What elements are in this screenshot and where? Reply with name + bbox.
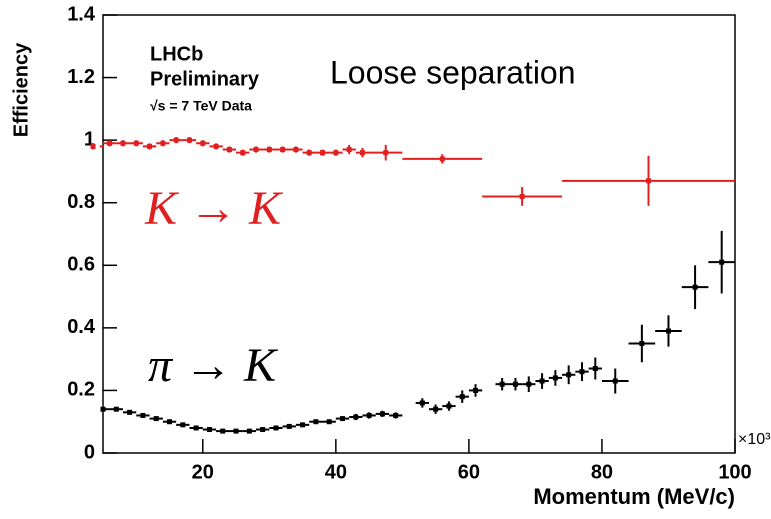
point: [552, 375, 558, 381]
point: [273, 425, 279, 431]
point: [173, 137, 179, 143]
point: [127, 409, 133, 415]
point: [90, 143, 96, 149]
y-tick-label: 1.2: [67, 66, 95, 88]
point: [186, 137, 192, 143]
point: [133, 140, 139, 146]
point: [512, 381, 518, 387]
point: [253, 147, 259, 153]
series-label: K → K: [144, 182, 284, 235]
x-tick-label: 100: [718, 461, 751, 483]
x-axis-label: Momentum (MeV/c): [533, 484, 735, 509]
point: [339, 416, 345, 422]
point: [419, 400, 425, 406]
point: [220, 428, 226, 434]
point: [107, 140, 113, 146]
point: [499, 381, 505, 387]
point: [320, 150, 326, 156]
point: [446, 403, 452, 409]
point: [286, 423, 292, 429]
point: [206, 427, 212, 433]
y-tick-label: 0: [84, 441, 95, 463]
chart-title: Loose separation: [330, 54, 576, 90]
point: [366, 412, 372, 418]
point: [359, 150, 365, 156]
y-tick-label: 0.2: [67, 379, 95, 401]
point: [193, 425, 199, 431]
point: [646, 178, 652, 184]
point: [346, 147, 352, 153]
point: [240, 150, 246, 156]
point: [393, 412, 399, 418]
point: [167, 419, 173, 425]
point: [266, 147, 272, 153]
experiment-label: LHCb: [150, 43, 203, 65]
y-tick-label: 1.4: [67, 3, 96, 25]
x-tick-label: 60: [458, 461, 480, 483]
point: [313, 419, 319, 425]
point: [439, 156, 445, 162]
series-label: π → K: [148, 339, 279, 392]
point: [579, 369, 585, 375]
x-tick-label: 80: [591, 461, 613, 483]
y-tick-label: 1: [84, 128, 95, 150]
y-axis-label: Efficiency: [10, 42, 32, 137]
preliminary-label: Preliminary: [150, 68, 260, 90]
point: [692, 284, 698, 290]
point: [147, 143, 153, 149]
point: [353, 414, 359, 420]
point: [379, 411, 385, 417]
point: [433, 406, 439, 412]
x-tick-label: 20: [192, 461, 214, 483]
point: [519, 193, 525, 199]
point: [113, 406, 119, 412]
plot-frame: [102, 14, 736, 454]
point: [326, 419, 332, 425]
point: [233, 428, 239, 434]
point: [526, 381, 532, 387]
point: [246, 428, 252, 434]
point: [153, 416, 159, 422]
point: [639, 341, 645, 346]
y-tick-label: 0.4: [67, 316, 96, 338]
point: [213, 143, 219, 149]
point: [260, 427, 266, 433]
point: [226, 147, 232, 153]
y-tick-label: 0.6: [67, 254, 95, 276]
y-tick-label: 0.8: [67, 191, 95, 213]
point: [140, 412, 146, 418]
point: [293, 147, 299, 153]
point: [665, 328, 671, 334]
point: [100, 406, 106, 412]
point: [180, 422, 186, 428]
point: [306, 150, 312, 156]
point: [592, 366, 598, 372]
point: [719, 259, 725, 265]
point: [200, 140, 206, 146]
point: [566, 372, 572, 378]
x-tick-label: 40: [325, 461, 347, 483]
point: [333, 150, 339, 156]
point: [459, 394, 465, 400]
point: [120, 140, 126, 146]
point: [612, 378, 618, 384]
point: [539, 378, 545, 384]
point: [300, 422, 306, 428]
point: [160, 140, 166, 146]
point: [383, 150, 389, 156]
x-multiplier: ×10³: [738, 431, 771, 448]
point: [280, 147, 286, 153]
point: [473, 387, 479, 393]
energy-label: √s = 7 TeV Data: [150, 98, 252, 114]
